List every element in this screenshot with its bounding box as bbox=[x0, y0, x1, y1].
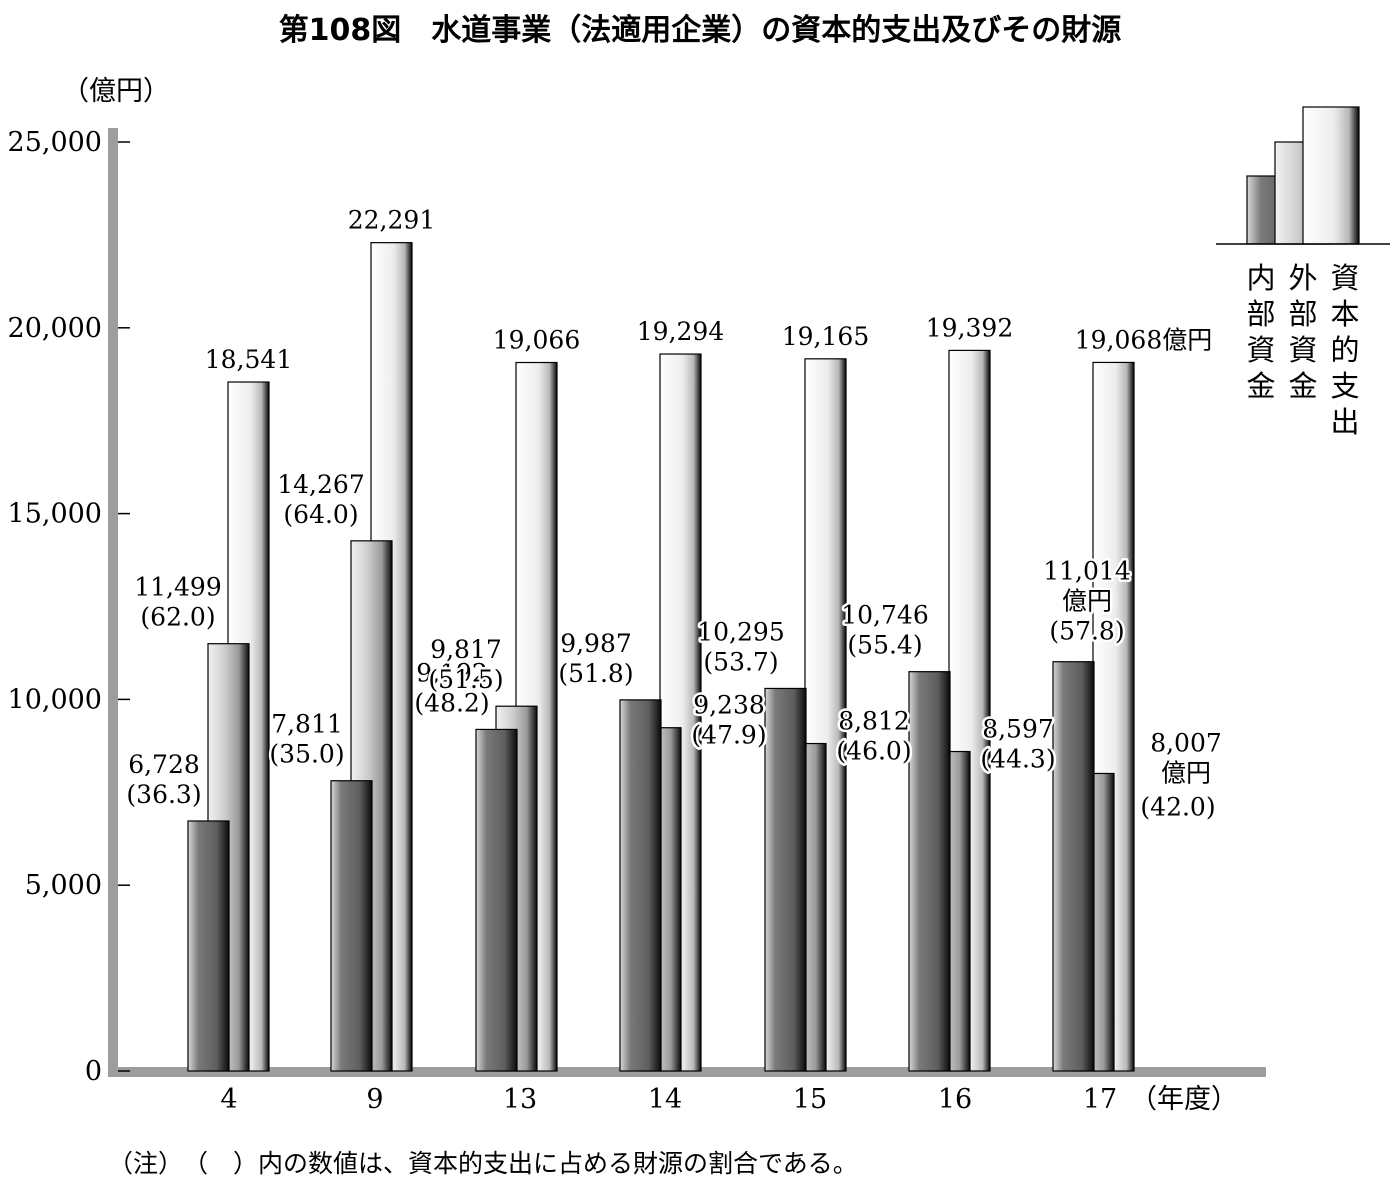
data-label-external: 11,499 bbox=[134, 573, 221, 602]
legend-char: 資 bbox=[1330, 261, 1359, 295]
x-tick-label: 17 bbox=[1083, 1084, 1117, 1115]
data-label-external: 9,817 bbox=[430, 635, 502, 664]
data-label-internal: 9,987 bbox=[560, 629, 632, 658]
legend-char: 金 bbox=[1288, 369, 1317, 403]
data-label-external-pct: (46.0) bbox=[836, 737, 911, 766]
data-label-internal-pct: (55.4) bbox=[847, 631, 922, 660]
y-tick-label: 20,000 bbox=[8, 313, 102, 344]
data-label-external: 9,238 bbox=[693, 691, 765, 720]
legend-char: 部 bbox=[1288, 297, 1317, 331]
data-label-internal-pct: (48.2) bbox=[414, 688, 489, 717]
data-label-internal-pct: (51.8) bbox=[558, 659, 633, 688]
data-label-internal: 10,746 bbox=[841, 601, 928, 630]
data-label-external: 8,007 bbox=[1150, 728, 1222, 757]
x-tick-labels: 4 9 13 14 15 16 17 bbox=[220, 1084, 1117, 1115]
x-tick-label: 14 bbox=[648, 1084, 682, 1115]
legend-char: 内 bbox=[1246, 261, 1275, 295]
data-label-internal-pct: (53.7) bbox=[703, 647, 778, 676]
data-label-total: 22,291 bbox=[348, 206, 435, 235]
y-axis bbox=[108, 128, 118, 1076]
x-tick-label: 4 bbox=[220, 1084, 237, 1115]
legend-char: 資 bbox=[1246, 333, 1275, 367]
data-label-internal: 10,295 bbox=[697, 617, 784, 646]
x-tick-label: 13 bbox=[503, 1084, 537, 1115]
data-label-total: 19,068億円 bbox=[1075, 325, 1212, 354]
bars bbox=[187, 242, 1135, 1072]
bar-internal bbox=[764, 687, 807, 1072]
data-label-internal-pct: (35.0) bbox=[269, 740, 344, 769]
y-axis-unit: （億円） bbox=[62, 76, 170, 107]
data-label-external: 14,267 bbox=[277, 470, 364, 499]
data-label-external-pct: (47.9) bbox=[691, 721, 766, 750]
data-label-total: 19,165 bbox=[782, 322, 869, 351]
data-label-external: 8,812 bbox=[838, 707, 910, 736]
legend-char: 支 bbox=[1330, 369, 1359, 403]
data-label-internal-pct: (36.3) bbox=[126, 780, 201, 809]
bar-internal bbox=[475, 728, 518, 1072]
y-tick-label: 10,000 bbox=[8, 684, 102, 715]
data-label-internal: 6,728 bbox=[128, 750, 200, 779]
legend-char: 外 bbox=[1288, 261, 1317, 295]
x-axis-unit: （年度） bbox=[1130, 1084, 1238, 1115]
data-label-external-pct: (51.5) bbox=[428, 665, 503, 694]
data-label-external-pct: (62.0) bbox=[140, 603, 215, 632]
y-ticks: 0 5,000 10,000 15,000 20,000 25,000 bbox=[8, 127, 130, 1087]
legend-char: 金 bbox=[1246, 369, 1275, 403]
data-label-internal: 7,811 bbox=[271, 710, 343, 739]
data-label-external: 8,597 bbox=[982, 715, 1054, 744]
data-label-external-pct: (42.0) bbox=[1140, 792, 1215, 821]
data-label-total: 19,392 bbox=[926, 313, 1013, 342]
chart-title: 第108図 水道事業（法適用企業）の資本的支出及びその財源 bbox=[279, 13, 1122, 48]
legend-char: 出 bbox=[1330, 405, 1359, 439]
data-label-external-pct: (64.0) bbox=[283, 500, 358, 529]
x-tick-label: 16 bbox=[938, 1084, 972, 1115]
data-labels: 18,541 22,291 19,066 19,294 19,165 19,392 19,0… bbox=[124, 203, 1224, 824]
legend-char: 的 bbox=[1330, 333, 1359, 367]
bar-internal bbox=[330, 780, 373, 1072]
data-label-internal: 9,192 bbox=[416, 658, 488, 687]
y-tick-label: 0 bbox=[85, 1056, 102, 1087]
x-axis bbox=[108, 1067, 1266, 1077]
data-label-external-pct: (44.3) bbox=[980, 745, 1055, 774]
legend-label-total: 資本的支出 bbox=[1330, 261, 1359, 439]
data-label-internal: 11,014 bbox=[1043, 557, 1130, 586]
bar-internal bbox=[619, 699, 662, 1072]
bar-internal bbox=[187, 820, 230, 1072]
y-tick-label: 5,000 bbox=[25, 870, 102, 901]
data-label-internal-pct: (57.8) bbox=[1049, 617, 1124, 646]
legend-char: 本 bbox=[1330, 297, 1359, 331]
bar-internal bbox=[908, 671, 951, 1072]
y-tick-label: 15,000 bbox=[8, 499, 102, 530]
data-label-total: 19,294 bbox=[637, 317, 724, 346]
x-tick-label: 15 bbox=[793, 1084, 827, 1115]
x-tick-label: 9 bbox=[366, 1084, 383, 1115]
data-label-total: 19,066 bbox=[493, 326, 580, 355]
bar-internal bbox=[1052, 661, 1095, 1072]
legend-swatch-total bbox=[1302, 106, 1360, 245]
y-tick-label: 25,000 bbox=[8, 127, 102, 158]
legend-char: 部 bbox=[1246, 297, 1275, 331]
data-label-total: 18,541 bbox=[205, 345, 292, 374]
data-label-internal-unit: 億円 bbox=[1062, 587, 1112, 616]
data-label-external-unit: 億円 bbox=[1161, 758, 1211, 787]
footnote: （注） （ ）内の数値は、資本的支出に占める財源の割合である。 bbox=[108, 1149, 858, 1178]
legend-char: 資 bbox=[1288, 333, 1317, 367]
